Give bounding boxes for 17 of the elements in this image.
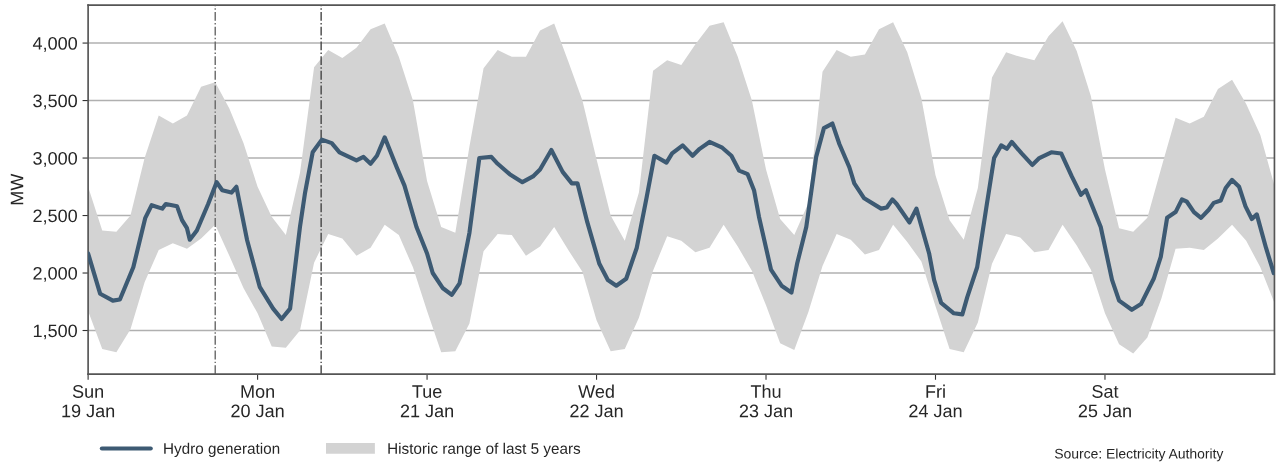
legend-label: Hydro generation xyxy=(164,442,280,457)
y-tick-label: 3,500 xyxy=(33,94,77,110)
y-tick-label: 2,500 xyxy=(33,209,77,225)
y-tick-label: 2,000 xyxy=(33,266,77,282)
x-tick-label: Wed 22 Jan xyxy=(570,384,623,418)
x-tick-label: Thu 23 Jan xyxy=(739,384,792,418)
y-tick-label: 4,000 xyxy=(32,37,77,52)
x-tick-label: Sat 25 Jan xyxy=(1078,385,1131,418)
x-tick-label: Sun 19 Jan xyxy=(62,385,115,418)
x-tick-label: Mon 20 Jan xyxy=(231,385,284,418)
y-tick-label: 1,500 xyxy=(33,324,77,340)
legend-label: Historic range of last 5 years xyxy=(388,442,581,457)
x-tick-label: Fri 24 Jan xyxy=(909,384,962,418)
y-tick-label: 3,000 xyxy=(33,151,77,167)
x-tick-label: Tue 21 Jan xyxy=(400,385,453,418)
y-axis-title: MW xyxy=(10,173,24,205)
source-note: Source: Electricity Authority xyxy=(1054,448,1224,462)
